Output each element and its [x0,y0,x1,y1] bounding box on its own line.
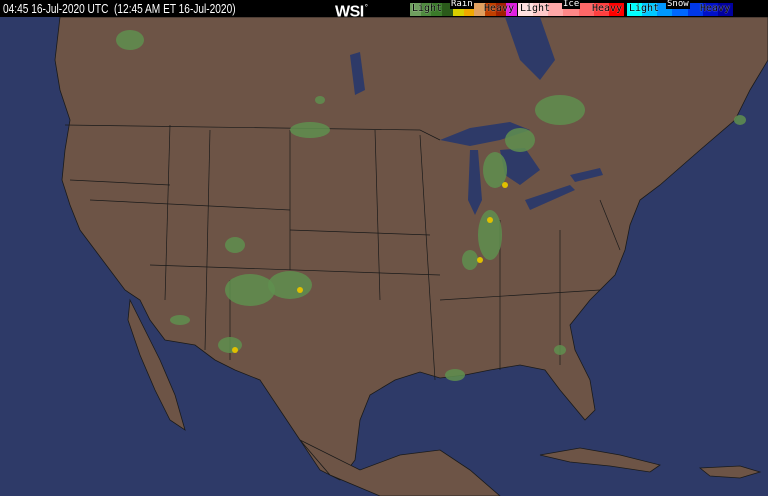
precip-area [483,152,507,188]
hudson-bay-edge [505,17,555,80]
legend-swatch [533,3,549,16]
legend-snow-light: Light [629,3,660,14]
legend-rain [410,3,518,16]
legend-swatch [484,3,496,16]
precip-area [734,115,746,125]
precipitation-layer [116,30,746,381]
great-lakes [350,17,603,215]
lake-erie [525,185,575,210]
legend-swatch [642,3,658,16]
precip-area [505,128,535,152]
north-america-land [54,17,768,481]
legend-snow-title: Snow [666,0,690,9]
top-bar: 04:45 16-Jul-2020 UTC (12:45 AM ET 16-Ju… [0,0,768,21]
hispaniola [698,465,762,479]
precip-area [218,337,242,353]
precip-area [445,369,465,381]
legend-swatch [687,3,703,16]
legend-swatch [518,3,534,16]
heavy-precip-cell [487,217,493,223]
precip-area [225,237,245,253]
precip-area [535,95,585,125]
precip-area [116,30,144,50]
legend-swatch [452,3,464,16]
legend-swatch [420,3,432,16]
legend-ice-heavy: Heavy [592,3,623,14]
legend-swatch [548,3,564,16]
legend-swatch [431,3,443,16]
legend-swatch [495,3,507,16]
legend-swatch [717,3,733,16]
legend-swatch [608,3,624,16]
legend-snow-heavy: Heavy [700,3,731,14]
precip-area [170,315,190,325]
heavy-precip-cell [297,287,303,293]
lake-huron [500,148,540,185]
legend-rain-title: Rain [450,0,474,9]
legend-rain-light: Light [412,3,443,14]
precip-area [290,122,330,138]
map-canvas[interactable] [0,17,768,496]
timestamp: 04:45 16-Jul-2020 UTC (12:45 AM ET 16-Ju… [3,1,236,16]
legend-swatch [442,3,453,16]
legend-swatch [463,3,475,16]
heavy-precip-cell [232,347,238,353]
legend-swatch [627,3,643,16]
wsi-logo: WSI° [335,3,368,21]
precip-area [268,271,312,299]
legend-swatch [506,3,518,16]
state-borders [64,124,621,381]
precip-area [478,210,502,260]
heavy-precip-cell [502,182,508,188]
precip-area [554,345,566,355]
lake-winnipeg [350,52,365,95]
legend-rain-heavy: Heavy [484,3,515,14]
legend-swatch [593,3,609,16]
baja-peninsula [127,298,186,431]
precip-area [225,274,275,306]
legend-swatch [410,3,421,16]
legend-ice-title: Ice [562,0,581,9]
lake-superior [440,122,530,146]
legend-ice-light: Light [520,3,551,14]
precip-area [462,250,478,270]
legend-swatch [578,3,594,16]
legend-swatch [702,3,718,16]
precip-area [315,96,325,104]
lake-michigan [468,150,482,215]
heavy-precip-cell [477,257,483,263]
mexico-south [299,439,501,496]
legend-swatch [474,3,485,16]
cuba [539,447,661,473]
lake-ontario [570,168,603,182]
